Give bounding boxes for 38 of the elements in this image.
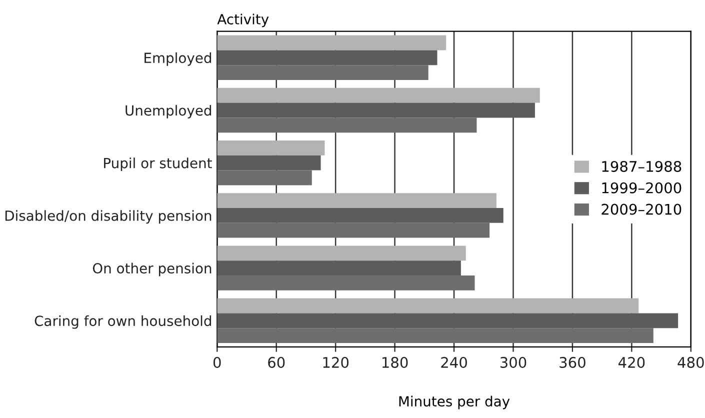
bar [217,155,321,170]
x-tick-label: 480 [678,356,704,368]
x-tick-label: 300 [500,356,526,368]
bar [217,118,477,133]
y-tick-label: Employed [144,52,212,66]
bar [217,328,654,343]
bar [217,260,461,276]
legend-label: 2009–2010 [602,204,682,215]
x-tick-label: 0 [213,356,221,368]
bar [217,246,466,261]
bar [217,65,428,80]
bar [217,170,312,186]
bar [217,140,325,156]
x-tick-label: 60 [268,356,285,368]
y-tick-label: Disabled/on disability pension [5,210,212,224]
bar [217,50,438,66]
y-tick-label: Caring for own household [34,315,212,329]
x-axis-title: Minutes per day [399,396,510,410]
x-tick-label: 420 [618,356,645,368]
bar [217,102,535,118]
y-axis-title: Activity [217,14,269,28]
x-tick-label: 120 [323,356,349,368]
x-tick-label: 180 [382,356,408,368]
bar [217,298,639,314]
bar [217,88,540,103]
legend-label: 1999–2000 [602,182,682,194]
bar [217,222,490,238]
x-tick-label: 240 [441,356,467,368]
y-tick-label: Pupil or student [104,158,212,172]
x-tick-label: 360 [560,356,586,368]
legend-label: 1987–1988 [602,160,682,172]
bar [217,313,678,328]
bar [217,35,446,50]
bar [217,208,504,223]
bar [217,275,475,290]
y-tick-label: On other pension [92,262,212,276]
y-tick-label: Unemployed [126,104,212,118]
bar [217,193,496,208]
